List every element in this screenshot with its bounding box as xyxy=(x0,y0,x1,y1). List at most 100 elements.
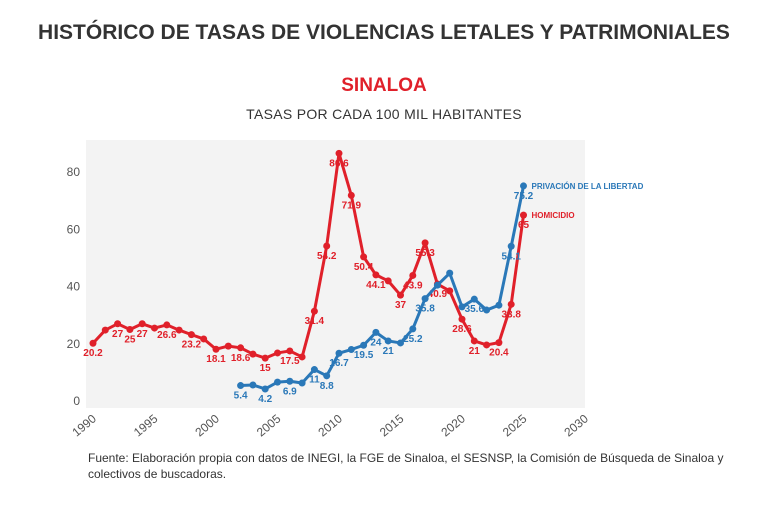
data-point xyxy=(335,349,343,357)
x-tick-label: 2000 xyxy=(192,411,222,439)
data-point xyxy=(286,377,294,385)
chart-subtitle: SINALOA xyxy=(341,75,427,96)
data-point xyxy=(421,239,429,247)
data-label: 43.9 xyxy=(403,280,423,291)
data-point xyxy=(347,346,355,354)
data-label: 19.5 xyxy=(354,350,374,361)
data-point xyxy=(397,291,404,299)
data-point xyxy=(360,341,368,349)
data-label: 65 xyxy=(518,220,530,231)
data-point xyxy=(249,381,257,389)
data-label: 18.6 xyxy=(231,353,251,364)
data-label: 8.8 xyxy=(320,381,334,392)
data-point xyxy=(151,324,158,332)
data-point xyxy=(446,269,454,277)
data-label: 40.9 xyxy=(428,289,448,300)
data-point xyxy=(175,326,183,334)
data-label: 54.2 xyxy=(317,251,337,262)
data-point xyxy=(520,211,527,219)
data-point xyxy=(470,295,478,303)
data-point xyxy=(126,326,134,333)
data-point xyxy=(101,326,109,334)
x-tick-label: 2015 xyxy=(377,411,407,439)
data-point xyxy=(138,320,146,328)
data-label: 15 xyxy=(260,363,272,374)
data-point xyxy=(397,339,404,347)
data-label: 31.4 xyxy=(305,316,325,327)
data-point xyxy=(446,287,454,295)
data-label: 20.2 xyxy=(83,348,103,359)
data-label: 4.2 xyxy=(258,394,272,405)
data-label: 26.6 xyxy=(157,330,177,341)
data-point xyxy=(409,325,417,333)
data-label: 17.5 xyxy=(280,356,300,367)
data-label: 75.2 xyxy=(514,191,534,202)
data-point xyxy=(249,350,257,358)
data-point xyxy=(163,321,171,329)
x-tick-label: 2025 xyxy=(500,411,530,439)
data-point xyxy=(360,253,368,261)
data-point xyxy=(347,191,355,199)
data-label: 27 xyxy=(137,329,149,340)
data-label: 25.2 xyxy=(403,334,423,345)
data-point xyxy=(335,149,343,157)
legend-label: HOMICIDIO xyxy=(532,211,575,220)
data-label: 27 xyxy=(112,329,124,340)
data-point xyxy=(261,385,269,393)
data-point xyxy=(483,341,491,349)
data-point xyxy=(384,337,392,345)
data-point xyxy=(310,366,318,374)
data-label: 11 xyxy=(309,375,320,386)
data-label: 55.3 xyxy=(415,248,435,259)
y-tick-label: 80 xyxy=(67,165,81,179)
data-label: 35.6 xyxy=(465,304,485,315)
data-point xyxy=(274,349,281,357)
data-label: 6.9 xyxy=(283,386,297,397)
data-label: 5.4 xyxy=(234,391,248,402)
data-label: 20.4 xyxy=(489,348,509,359)
x-tick-label: 2010 xyxy=(315,411,345,439)
data-point xyxy=(458,315,466,323)
data-point xyxy=(372,328,380,336)
chart-title: HISTÓRICO DE TASAS DE VIOLENCIAS LETALES… xyxy=(38,21,730,44)
data-point xyxy=(187,331,195,339)
data-label: 54.1 xyxy=(501,251,521,262)
data-label: 44.1 xyxy=(366,280,386,291)
data-point xyxy=(372,271,380,279)
data-label: 18.1 xyxy=(206,354,226,365)
data-point xyxy=(261,354,269,362)
data-point xyxy=(212,345,220,353)
data-point xyxy=(433,281,441,289)
source-note: Fuente: Elaboración propia con datos de … xyxy=(88,451,724,481)
data-label: 16.7 xyxy=(329,358,349,369)
y-tick-label: 60 xyxy=(67,222,81,236)
data-label: 50.4 xyxy=(354,262,374,273)
data-point xyxy=(298,353,306,361)
data-point xyxy=(286,347,294,355)
data-label: 21 xyxy=(383,346,395,357)
data-label: 86.6 xyxy=(329,158,349,169)
y-tick-label: 0 xyxy=(73,394,80,408)
data-label: 33.8 xyxy=(501,309,521,320)
data-point xyxy=(323,372,331,380)
data-point xyxy=(310,307,318,315)
data-label: 25 xyxy=(124,335,136,346)
chart-units: TASAS POR CADA 100 MIL HABITANTES xyxy=(246,106,522,122)
data-point xyxy=(384,277,392,285)
data-point xyxy=(507,300,515,308)
data-point xyxy=(224,342,232,350)
y-tick-label: 20 xyxy=(67,337,81,351)
data-point xyxy=(298,379,306,387)
data-point xyxy=(237,382,245,390)
data-point xyxy=(495,301,503,309)
y-tick-label: 40 xyxy=(67,280,81,294)
legend-label: PRIVACIÓN DE LA LIBERTAD xyxy=(532,182,644,191)
data-point xyxy=(200,335,208,343)
data-point xyxy=(409,271,417,279)
data-point xyxy=(89,339,97,347)
data-point xyxy=(114,320,122,328)
x-tick-label: 2020 xyxy=(438,411,468,439)
data-label: 28.6 xyxy=(452,324,472,335)
data-label: 23.2 xyxy=(182,340,202,351)
